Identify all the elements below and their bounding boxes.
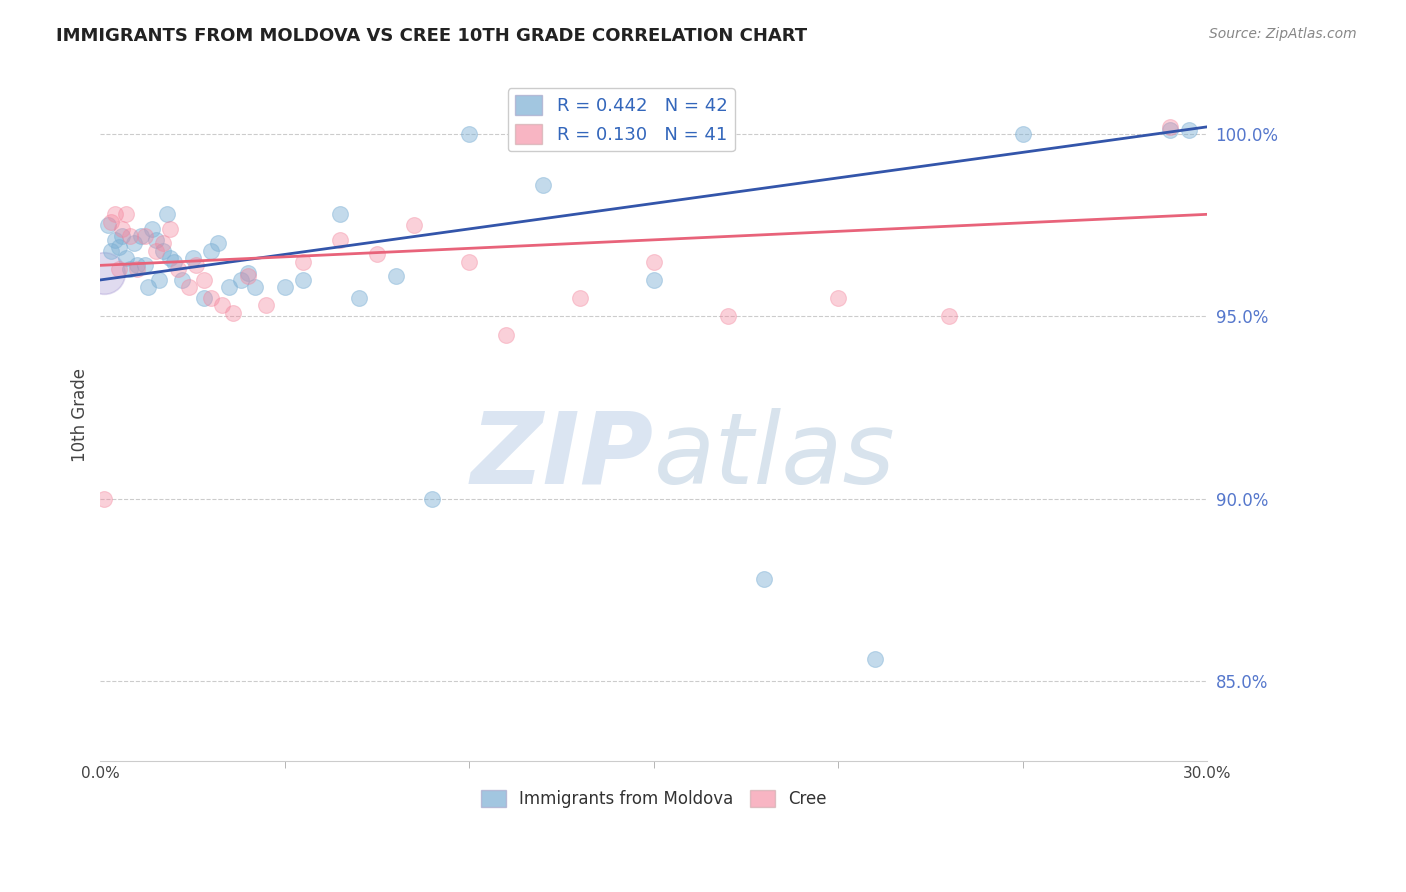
Point — [569, 291, 592, 305]
Point — [193, 291, 215, 305]
Point — [329, 233, 352, 247]
Point — [129, 229, 152, 244]
Point — [141, 222, 163, 236]
Point — [111, 229, 134, 244]
Point — [166, 262, 188, 277]
Point — [115, 251, 138, 265]
Point — [222, 306, 245, 320]
Point — [229, 273, 252, 287]
Point — [458, 127, 481, 141]
Text: ZIP: ZIP — [471, 408, 654, 505]
Point — [145, 233, 167, 247]
Point — [938, 310, 960, 324]
Point — [366, 247, 388, 261]
Point — [134, 229, 156, 244]
Point — [93, 491, 115, 506]
Point — [104, 207, 127, 221]
Point — [643, 254, 665, 268]
Point — [218, 280, 240, 294]
Point — [159, 222, 181, 236]
Point — [97, 219, 120, 233]
Point — [111, 222, 134, 236]
Point — [115, 207, 138, 221]
Point — [159, 251, 181, 265]
Point — [1011, 127, 1033, 141]
Point — [152, 236, 174, 251]
Point — [127, 258, 149, 272]
Point — [200, 291, 222, 305]
Point — [177, 280, 200, 294]
Point — [245, 280, 267, 294]
Point — [254, 298, 277, 312]
Point — [329, 207, 352, 221]
Y-axis label: 10th Grade: 10th Grade — [72, 368, 89, 462]
Point — [181, 251, 204, 265]
Point — [495, 327, 517, 342]
Point — [107, 262, 129, 277]
Point — [134, 258, 156, 272]
Point — [236, 269, 259, 284]
Text: atlas: atlas — [654, 408, 896, 505]
Point — [127, 262, 149, 277]
Point — [1159, 120, 1181, 134]
Point — [531, 178, 554, 193]
Point — [163, 254, 186, 268]
Point — [236, 266, 259, 280]
Legend: Immigrants from Moldova, Cree: Immigrants from Moldova, Cree — [474, 783, 834, 815]
Point — [458, 254, 481, 268]
Point — [207, 236, 229, 251]
Point — [186, 258, 208, 272]
Point — [118, 262, 141, 277]
Point — [347, 291, 370, 305]
Point — [827, 291, 849, 305]
Point — [863, 652, 886, 666]
Point — [122, 236, 145, 251]
Point — [136, 280, 159, 294]
Point — [274, 280, 297, 294]
Point — [422, 491, 444, 506]
Point — [148, 273, 170, 287]
Point — [384, 269, 406, 284]
Point — [292, 273, 315, 287]
Point — [107, 240, 129, 254]
Point — [152, 244, 174, 258]
Point — [292, 254, 315, 268]
Point — [93, 266, 115, 280]
Point — [1159, 123, 1181, 137]
Text: IMMIGRANTS FROM MOLDOVA VS CREE 10TH GRADE CORRELATION CHART: IMMIGRANTS FROM MOLDOVA VS CREE 10TH GRA… — [56, 27, 807, 45]
Point — [118, 229, 141, 244]
Point — [211, 298, 233, 312]
Point — [100, 214, 122, 228]
Point — [643, 273, 665, 287]
Text: Source: ZipAtlas.com: Source: ZipAtlas.com — [1209, 27, 1357, 41]
Point — [170, 273, 193, 287]
Point — [193, 273, 215, 287]
Point — [200, 244, 222, 258]
Point — [402, 219, 425, 233]
Point — [754, 572, 776, 586]
Point — [100, 244, 122, 258]
Point — [156, 207, 179, 221]
Point — [104, 233, 127, 247]
Point — [1177, 123, 1199, 137]
Point — [145, 244, 167, 258]
Point — [716, 310, 738, 324]
